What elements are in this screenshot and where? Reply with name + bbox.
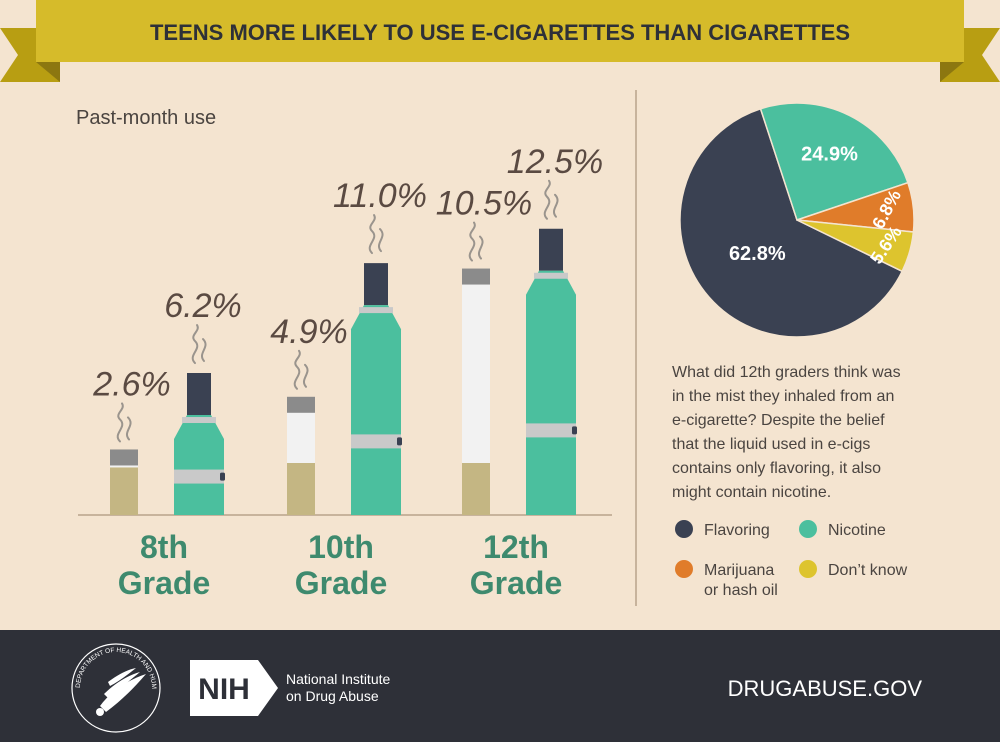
smoke-icon <box>368 214 376 255</box>
institute-line-2: on Drug Abuse <box>286 688 379 704</box>
e-cigarette-bar <box>174 324 225 515</box>
e-cigarette-body <box>351 305 401 515</box>
smoke-icon <box>116 402 124 443</box>
banner-right-fold <box>940 62 964 82</box>
cigarette-filter <box>110 467 138 515</box>
e-cigarette-ring <box>534 272 568 279</box>
pie-slice-label: 62.8% <box>729 243 786 265</box>
legend-label: Marijuana <box>704 562 774 579</box>
e-cigarette-band <box>174 469 224 484</box>
chart-subtitle: Past-month use <box>76 107 216 129</box>
category-label: Grade <box>470 565 562 601</box>
pie-slice <box>759 102 909 221</box>
description-line: e-cigarette? Despite the belief <box>672 412 885 429</box>
pie-description: What did 12th graders think was in the mi… <box>672 364 901 501</box>
smoke-icon <box>303 363 309 388</box>
banner-body <box>36 0 964 62</box>
e-cigarette-ring <box>182 417 216 424</box>
cigarette-bar <box>462 221 490 515</box>
e-cigarette-mouthpiece <box>364 263 388 306</box>
legend-label: Don’t know <box>828 562 908 579</box>
e-cigarette-body <box>526 270 576 515</box>
cigarette-ash <box>462 268 490 285</box>
cigarette-filter <box>287 463 315 515</box>
description-line: contains only flavoring, it also <box>672 460 881 477</box>
e-cigarette-mouthpiece <box>187 373 211 416</box>
nih-logo: NIH National Institute on Drug Abuse <box>190 660 390 716</box>
smoke-icon <box>468 221 476 262</box>
pie-slice <box>679 107 904 338</box>
category-label: 8th <box>140 529 188 565</box>
smoke-icon <box>126 416 132 441</box>
e-cigarette-band <box>351 434 401 449</box>
cigarette-ash <box>110 449 138 466</box>
smoke-icon <box>293 349 301 390</box>
legend-swatch <box>675 520 693 538</box>
banner-left-fold <box>36 62 60 82</box>
nih-logo-shape <box>190 660 278 716</box>
legend-label: Flavoring <box>704 522 770 539</box>
nih-logo-text: NIH <box>198 673 250 706</box>
title-banner: TEENS MORE LIKELY TO USE E-CIGARETTES TH… <box>0 0 1000 82</box>
legend-label: or hash oil <box>704 582 778 599</box>
cigarette-ash <box>287 396 315 413</box>
e-cigarette-ring <box>359 307 393 314</box>
cigarette-value-label: 10.5% <box>436 185 532 223</box>
pie-slice-label: 24.9% <box>801 143 858 165</box>
description-line: What did 12th graders think was <box>672 364 901 381</box>
smoke-icon <box>543 179 551 220</box>
page-title: TEENS MORE LIKELY TO USE E-CIGARETTES TH… <box>150 20 850 45</box>
legend-swatch <box>799 560 817 578</box>
bar-chart: Past-month use 2.6% 6.2% 4.9% 11.0% 10.5% 12.… <box>76 107 612 601</box>
cigarette-bar <box>110 402 138 515</box>
cigarette-filter <box>462 463 490 515</box>
smoke-icon <box>378 228 384 253</box>
e-cigarette-bar <box>526 179 577 515</box>
e-cigarette-button <box>397 437 402 446</box>
institute-line-1: National Institute <box>286 671 390 687</box>
e-cigarette-mouthpiece <box>539 228 563 271</box>
description-line: might contain nicotine. <box>672 484 831 501</box>
legend-label: Nicotine <box>828 522 886 539</box>
category-label: Grade <box>295 565 387 601</box>
category-label: 12th <box>483 529 549 565</box>
pie-slice <box>796 219 915 273</box>
description-line: in the mist they inhaled from an <box>672 388 894 405</box>
legend-swatch <box>675 560 693 578</box>
description-line: that the liquid used in e-cigs <box>672 436 870 453</box>
footer-background <box>0 630 1000 742</box>
category-label: Grade <box>118 565 210 601</box>
pie-chart: 62.8%24.9%6.8%5.6% <box>679 102 915 338</box>
smoke-icon <box>478 235 484 260</box>
e-cigarette-value-label: 6.2% <box>164 287 242 325</box>
smoke-icon <box>191 324 199 365</box>
cigarette-value-label: 4.9% <box>270 313 348 351</box>
e-cigarette-value-label: 11.0% <box>333 177 427 215</box>
e-cigarette-value-label: 12.5% <box>507 143 603 181</box>
smoke-icon <box>201 338 207 363</box>
cigarette-bar <box>287 349 315 515</box>
cigarette-value-label: 2.6% <box>92 365 171 403</box>
pie-slices <box>679 102 915 338</box>
bar-marks <box>110 179 577 515</box>
category-label: 10th <box>308 529 374 565</box>
smoke-icon <box>553 193 559 218</box>
e-cigarette-body <box>174 415 224 515</box>
e-cigarette-button <box>220 472 225 481</box>
website-link[interactable]: DRUGABUSE.GOV <box>728 676 923 701</box>
e-cigarette-button <box>572 426 577 435</box>
bar-value-labels: 2.6% 6.2% 4.9% 11.0% 10.5% 12.5% <box>92 143 603 404</box>
pie-legend: Flavoring Nicotine Marijuana or hash oil Don… <box>675 520 908 599</box>
e-cigarette-band <box>526 423 576 438</box>
legend-swatch <box>799 520 817 538</box>
e-cigarette-bar <box>351 214 402 515</box>
